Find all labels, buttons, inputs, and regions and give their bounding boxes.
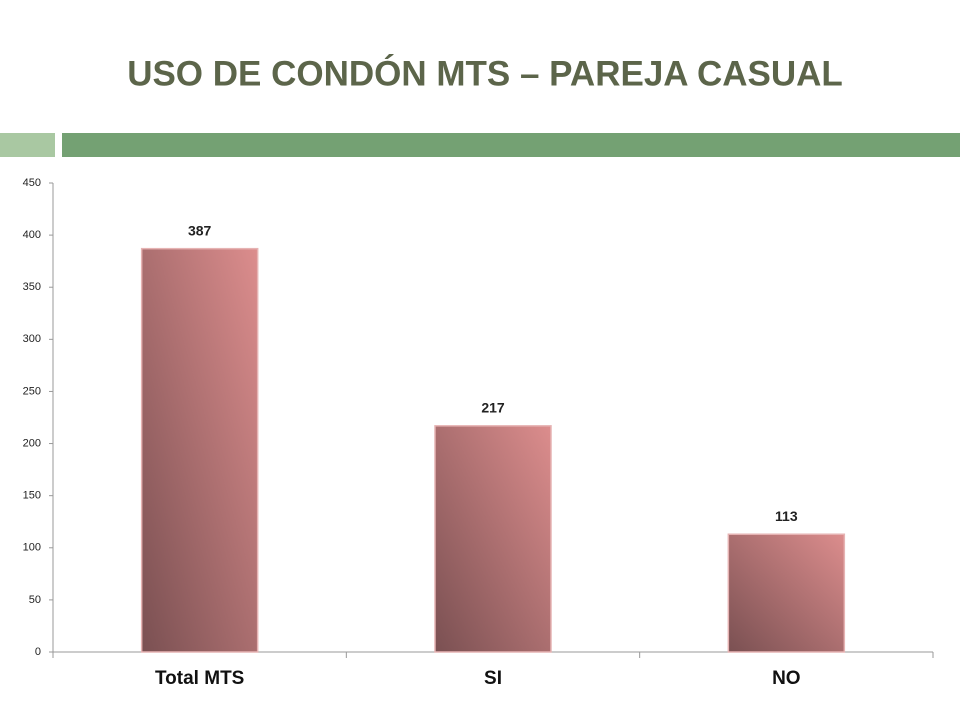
data-label: 217	[481, 400, 505, 416]
accent-block	[0, 133, 55, 157]
data-label: 113	[775, 508, 798, 524]
chart-title: USO DE CONDÓN MTS – PAREJA CASUAL	[127, 53, 843, 93]
y-tick-label: 400	[23, 229, 41, 241]
y-tick-label: 150	[23, 490, 41, 502]
data-label: 387	[188, 222, 212, 238]
y-tick-label: 350	[23, 281, 41, 293]
y-tick-label: 250	[23, 385, 41, 397]
y-tick-label: 300	[23, 333, 41, 345]
y-tick-label: 0	[35, 646, 41, 658]
x-tick-label: Total MTS	[155, 668, 244, 689]
y-tick-label: 100	[23, 542, 41, 554]
x-tick-label: SI	[484, 668, 502, 689]
y-tick-label: 200	[23, 437, 41, 449]
y-tick-label: 450	[23, 177, 41, 189]
bar	[140, 247, 259, 653]
y-tick-label: 50	[29, 594, 41, 606]
accent-bar	[62, 133, 960, 157]
x-tick-label: NO	[772, 668, 801, 689]
bar	[434, 425, 552, 653]
bar	[727, 533, 846, 653]
